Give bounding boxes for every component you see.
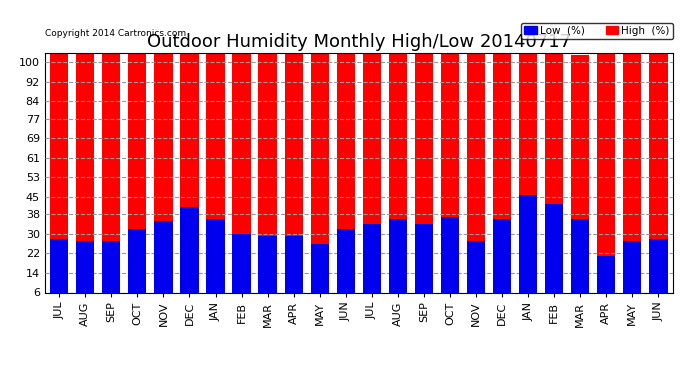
Bar	[50, 238, 68, 292]
Bar	[623, 241, 642, 292]
Bar	[233, 48, 250, 292]
Bar	[180, 207, 199, 292]
Bar	[597, 256, 615, 292]
Bar	[519, 195, 538, 292]
Bar	[102, 241, 121, 292]
Bar	[571, 55, 589, 292]
Bar	[155, 48, 172, 292]
Bar	[337, 229, 355, 292]
Bar	[649, 238, 667, 292]
Bar	[493, 48, 511, 292]
Bar	[571, 219, 589, 292]
Bar	[76, 48, 95, 292]
Bar	[519, 48, 538, 292]
Bar	[284, 48, 303, 292]
Bar	[310, 48, 329, 292]
Bar	[467, 241, 485, 292]
Bar	[545, 48, 563, 292]
Bar	[363, 224, 381, 292]
Bar	[284, 236, 303, 292]
Bar	[623, 48, 642, 292]
Bar	[441, 48, 459, 292]
Bar	[180, 48, 199, 292]
Bar	[128, 229, 146, 292]
Bar	[597, 48, 615, 292]
Bar	[388, 219, 407, 292]
Bar	[102, 48, 121, 292]
Bar	[50, 48, 68, 292]
Bar	[337, 48, 355, 292]
Text: Copyright 2014 Cartronics.com: Copyright 2014 Cartronics.com	[45, 29, 186, 38]
Bar	[415, 48, 433, 292]
Bar	[415, 224, 433, 292]
Bar	[155, 222, 172, 292]
Bar	[649, 48, 667, 292]
Bar	[259, 48, 277, 292]
Bar	[206, 48, 225, 292]
Bar	[76, 241, 95, 292]
Bar	[441, 217, 459, 292]
Bar	[128, 48, 146, 292]
Bar	[493, 219, 511, 292]
Bar	[467, 48, 485, 292]
Bar	[545, 204, 563, 292]
Bar	[206, 219, 225, 292]
Bar	[259, 236, 277, 292]
Bar	[310, 243, 329, 292]
Legend: Low  (%), High  (%): Low (%), High (%)	[521, 22, 673, 39]
Title: Outdoor Humidity Monthly High/Low 20140717: Outdoor Humidity Monthly High/Low 201407…	[147, 33, 571, 51]
Bar	[233, 234, 250, 292]
Bar	[388, 48, 407, 292]
Bar	[363, 48, 381, 292]
